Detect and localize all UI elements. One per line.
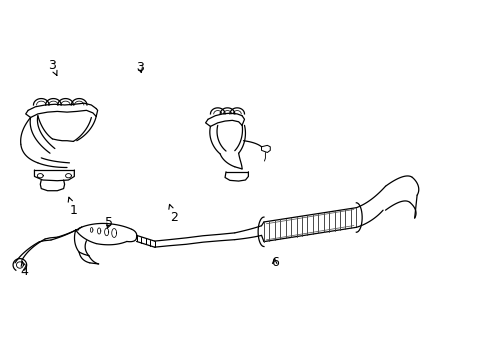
Text: 5: 5 bbox=[105, 216, 113, 229]
Text: 2: 2 bbox=[168, 204, 178, 224]
Text: 4: 4 bbox=[21, 261, 29, 278]
Text: 3: 3 bbox=[48, 59, 57, 76]
Text: 3: 3 bbox=[136, 61, 143, 74]
Text: 1: 1 bbox=[68, 197, 77, 217]
Text: 6: 6 bbox=[270, 256, 278, 269]
